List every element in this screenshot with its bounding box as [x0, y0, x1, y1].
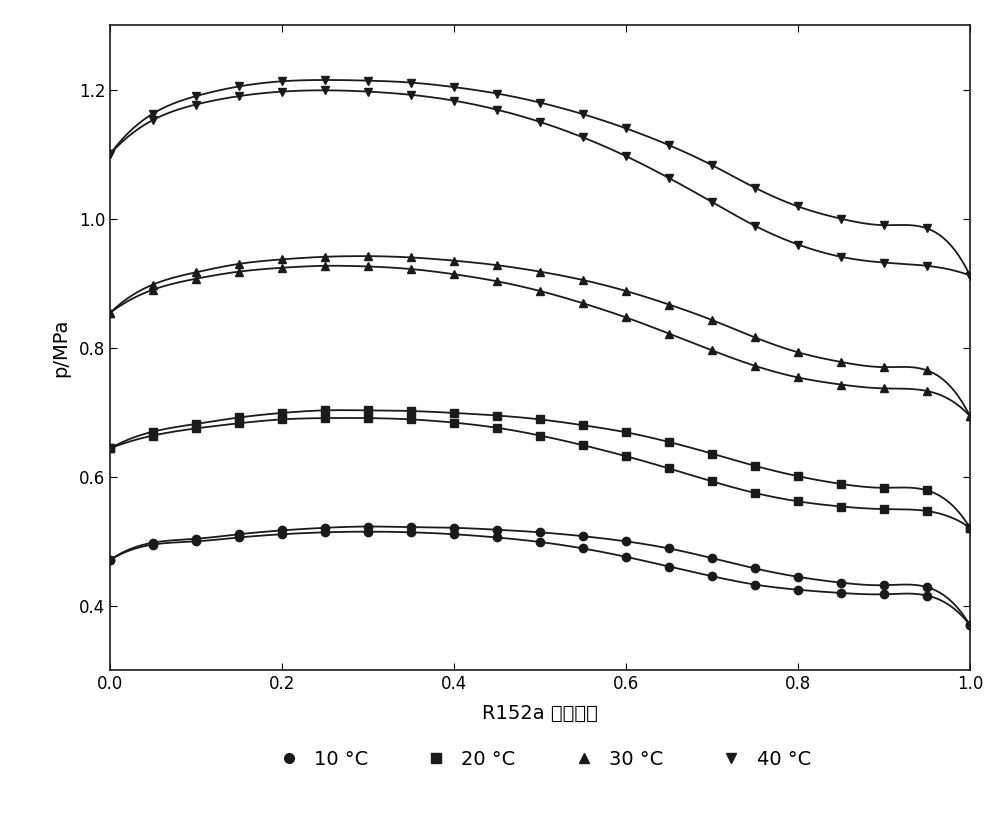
Legend: 10 °C, 20 °C, 30 °C, 40 °C: 10 °C, 20 °C, 30 °C, 40 °C — [261, 742, 819, 777]
X-axis label: R152a 质量分数: R152a 质量分数 — [482, 705, 598, 723]
Y-axis label: p/MPa: p/MPa — [51, 318, 70, 377]
